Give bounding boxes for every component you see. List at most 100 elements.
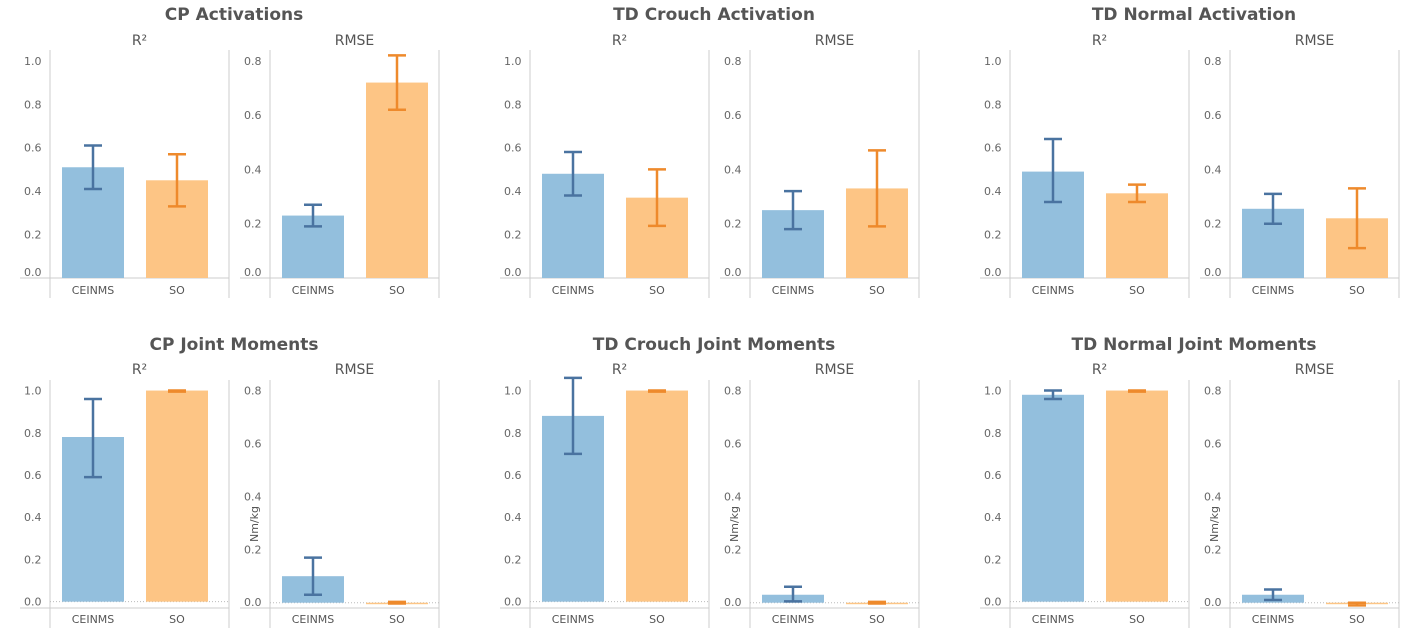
group-title: TD Crouch Joint Moments — [593, 335, 836, 355]
y-tick-label: 0.8 — [984, 98, 1002, 111]
panel-title: R² — [1092, 362, 1107, 378]
y-tick-label: 0.8 — [724, 55, 742, 68]
category-label: CEINMS — [292, 613, 335, 626]
y-tick-label: 1.0 — [984, 385, 1002, 398]
y-tick-label: 1.0 — [504, 55, 522, 68]
y-tick-label: 0.2 — [244, 218, 262, 231]
y-tick-label: 0.8 — [244, 385, 262, 398]
y-tick-label: 0.6 — [984, 469, 1002, 482]
y-tick-label: 0.6 — [504, 142, 522, 155]
y-tick-label: 0.6 — [724, 109, 742, 122]
category-label: SO — [169, 284, 185, 297]
panel-title: R² — [612, 362, 627, 378]
y-tick-label: 0.2 — [24, 553, 42, 566]
y-tick-label: 0.6 — [504, 469, 522, 482]
category-label: CEINMS — [772, 613, 815, 626]
y-tick-label: 0.0 — [24, 596, 42, 609]
y-tick-label: 0.8 — [984, 427, 1002, 440]
y-tick-label: 0.0 — [244, 596, 262, 609]
panel-title: R² — [132, 33, 147, 49]
y-tick-label: 0.6 — [244, 109, 262, 122]
y-tick-label: 0.8 — [244, 55, 262, 68]
y-tick-label: 0.0 — [1204, 266, 1222, 279]
y-tick-label: 0.4 — [244, 163, 262, 176]
y-tick-label: 1.0 — [984, 55, 1002, 68]
y-tick-label: 1.0 — [24, 55, 42, 68]
category-label: SO — [869, 613, 885, 626]
bar-so — [626, 390, 688, 602]
y-tick-label: 0.0 — [504, 596, 522, 609]
y-tick-label: 0.2 — [984, 229, 1002, 242]
y-tick-label: 0.4 — [504, 185, 522, 198]
y-tick-label: 0.0 — [984, 266, 1002, 279]
y-tick-label: 0.4 — [984, 185, 1002, 198]
category-label: SO — [1129, 284, 1145, 297]
category-label: CEINMS — [1032, 284, 1075, 297]
y-tick-label: 0.6 — [24, 469, 42, 482]
y-tick-label: 0.8 — [724, 385, 742, 398]
y-tick-label: 0.0 — [504, 266, 522, 279]
bar-so — [366, 82, 428, 278]
panel-title: RMSE — [335, 362, 375, 378]
category-label: CEINMS — [552, 613, 595, 626]
y-axis-label: Nm/kg — [248, 506, 261, 542]
y-tick-label: 0.6 — [984, 142, 1002, 155]
category-label: CEINMS — [72, 613, 115, 626]
panel-title: RMSE — [335, 33, 375, 49]
category-label: CEINMS — [1252, 284, 1295, 297]
category-label: SO — [389, 284, 405, 297]
category-label: CEINMS — [1252, 613, 1295, 626]
category-label: SO — [649, 613, 665, 626]
y-tick-label: 0.4 — [24, 511, 42, 524]
y-tick-label: 0.6 — [1204, 438, 1222, 451]
y-tick-label: 1.0 — [24, 385, 42, 398]
y-tick-label: 0.8 — [1204, 55, 1222, 68]
group-title: TD Crouch Activation — [613, 5, 815, 25]
category-label: SO — [869, 284, 885, 297]
y-tick-label: 0.8 — [504, 427, 522, 440]
y-tick-label: 0.8 — [504, 98, 522, 111]
panel-title: RMSE — [1295, 362, 1335, 378]
panel-title: RMSE — [1295, 33, 1335, 49]
category-label: SO — [389, 613, 405, 626]
category-label: SO — [169, 613, 185, 626]
category-label: CEINMS — [292, 284, 335, 297]
y-tick-label: 0.8 — [24, 427, 42, 440]
panel-title: RMSE — [815, 362, 855, 378]
panel-title: R² — [132, 362, 147, 378]
group-title: TD Normal Activation — [1092, 5, 1296, 25]
category-label: CEINMS — [72, 284, 115, 297]
bar-ceinms — [1022, 394, 1084, 602]
category-label: CEINMS — [772, 284, 815, 297]
y-tick-label: 0.2 — [1204, 544, 1222, 557]
y-tick-label: 0.2 — [724, 218, 742, 231]
y-tick-label: 0.6 — [724, 438, 742, 451]
category-label: CEINMS — [1032, 613, 1075, 626]
y-tick-label: 0.6 — [244, 438, 262, 451]
y-tick-label: 0.0 — [984, 596, 1002, 609]
y-tick-label: 0.4 — [724, 491, 742, 504]
y-tick-label: 0.6 — [1204, 109, 1222, 122]
y-tick-label: 0.6 — [24, 142, 42, 155]
y-tick-label: 0.8 — [1204, 385, 1222, 398]
bar-so — [1106, 193, 1168, 278]
group-title: TD Normal Joint Moments — [1071, 335, 1316, 355]
y-tick-label: 0.4 — [1204, 163, 1222, 176]
y-tick-label: 0.2 — [24, 229, 42, 242]
bar-so — [1106, 390, 1168, 602]
y-tick-label: 0.2 — [724, 544, 742, 557]
group-title: CP Activations — [165, 5, 303, 25]
category-label: SO — [1349, 613, 1365, 626]
y-tick-label: 0.8 — [24, 98, 42, 111]
y-tick-label: 1.0 — [504, 385, 522, 398]
y-tick-label: 0.4 — [24, 185, 42, 198]
y-axis-label: Nm/kg — [1208, 506, 1221, 542]
y-tick-label: 0.0 — [24, 266, 42, 279]
panel-title: R² — [612, 33, 627, 49]
y-tick-label: 0.2 — [1204, 218, 1222, 231]
y-tick-label: 0.4 — [724, 163, 742, 176]
y-tick-label: 0.4 — [244, 491, 262, 504]
y-axis-label: Nm/kg — [728, 506, 741, 542]
category-label: SO — [649, 284, 665, 297]
